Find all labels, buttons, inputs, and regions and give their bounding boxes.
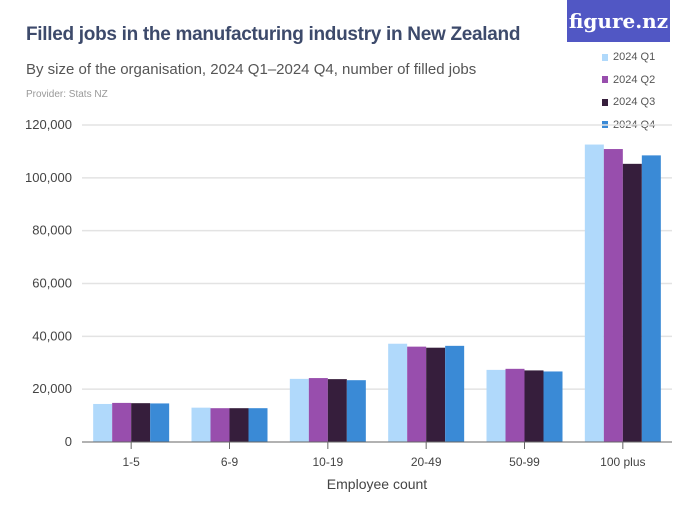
y-tick-label: 100,000	[25, 170, 72, 185]
bar-2024-q4-6-9	[248, 408, 268, 442]
x-tick-label: 6-9	[221, 455, 239, 469]
bar-2024-q3-50-99	[524, 370, 544, 442]
y-tick-label: 80,000	[32, 223, 72, 238]
bar-2024-q2-100-plus	[603, 149, 623, 442]
figure-nz-logo[interactable]: figure.nz	[567, 0, 670, 42]
legend-label: 2024 Q1	[613, 51, 656, 64]
x-tick-label: 1-5	[122, 455, 140, 469]
bar-2024-q3-1-5	[131, 403, 151, 442]
legend-item: 2024 Q2	[602, 69, 655, 92]
bar-2024-q4-20-49	[445, 345, 465, 442]
legend-swatch	[602, 53, 608, 61]
bar-2024-q4-100-plus	[641, 155, 661, 443]
bar-2024-q3-6-9	[229, 408, 249, 442]
y-tick-label: 40,000	[32, 328, 72, 343]
legend: 2024 Q1 2024 Q2 2024 Q3 2024 Q4	[602, 46, 655, 136]
bar-2024-q2-6-9	[210, 408, 230, 442]
bar-2024-q1-20-49	[388, 343, 408, 442]
chart-title: Filled jobs in the manufacturing industr…	[26, 24, 521, 45]
bar-2024-q3-20-49	[426, 347, 446, 442]
bar-2024-q1-10-19	[289, 378, 309, 442]
bar-2024-q2-1-5	[112, 402, 132, 442]
bar-2024-q4-50-99	[543, 371, 563, 442]
chart-subtitle: By size of the organisation, 2024 Q1–202…	[26, 61, 477, 78]
y-tick-label: 0	[65, 434, 72, 449]
bar-2024-q3-100-plus	[622, 163, 642, 442]
x-tick-label: 100 plus	[600, 455, 645, 469]
provider-label: Provider: Stats NZ	[26, 89, 108, 100]
legend-label: 2024 Q2	[613, 73, 656, 86]
bar-2024-q4-1-5	[150, 403, 170, 442]
bar-2024-q2-20-49	[407, 346, 427, 442]
bar-2024-q1-100-plus	[584, 144, 604, 442]
x-tick-label: 20-49	[411, 455, 442, 469]
y-tick-label: 60,000	[32, 276, 72, 291]
bar-2024-q1-6-9	[191, 407, 211, 442]
bar-2024-q4-10-19	[346, 380, 366, 442]
legend-item: 2024 Q1	[602, 46, 655, 69]
x-tick-label: 50-99	[509, 455, 540, 469]
bar-2024-q2-10-19	[308, 378, 328, 442]
x-tick-label: 10-19	[312, 455, 343, 469]
bar-2024-q1-1-5	[93, 403, 113, 442]
y-tick-label: 20,000	[32, 381, 72, 396]
legend-swatch	[602, 76, 608, 84]
legend-label: 2024 Q3	[613, 96, 656, 109]
bar-2024-q2-50-99	[505, 368, 525, 442]
legend-item: 2024 Q3	[602, 91, 655, 114]
bar-2024-q3-10-19	[327, 379, 347, 442]
x-axis-label: Employee count	[327, 476, 428, 492]
bar-2024-q1-50-99	[486, 369, 506, 442]
y-tick-label: 120,000	[25, 117, 72, 132]
legend-swatch	[602, 98, 608, 106]
